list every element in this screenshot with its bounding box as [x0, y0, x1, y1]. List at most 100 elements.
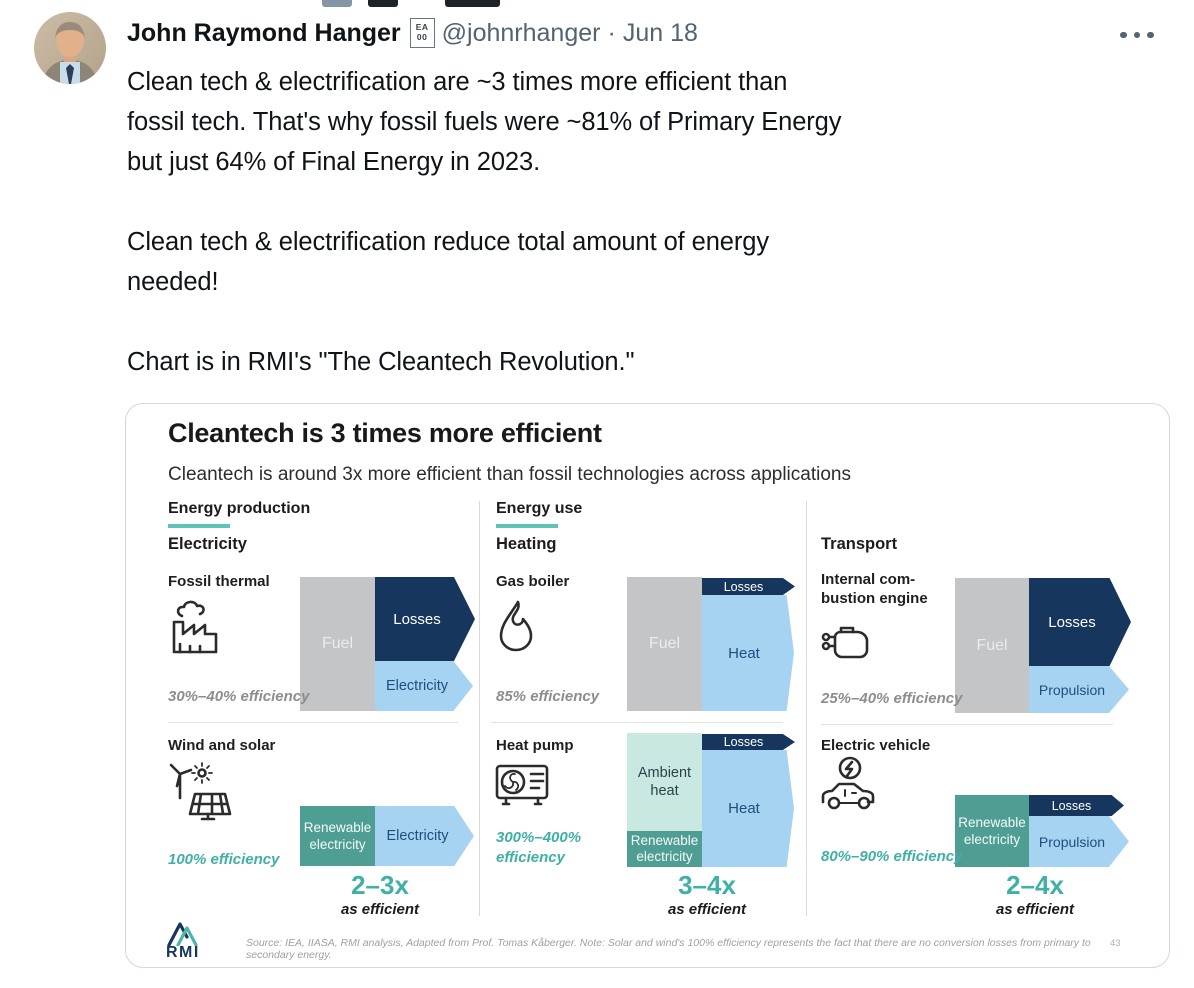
- efficiency-gas-boiler: 85% efficiency: [496, 688, 600, 705]
- tech-name-gas-boiler: Gas boiler: [496, 573, 570, 590]
- flow-label: Renewable electricity: [630, 833, 699, 864]
- tweet-text-line: Clean tech & electrification are ~3 time…: [127, 68, 788, 96]
- flow-block-fuel: Fuel: [955, 578, 1029, 713]
- section-underline: [496, 524, 558, 528]
- tweet-paragraph: Clean tech & electrification are ~3 time…: [127, 62, 1182, 182]
- cropped-content-fragment: [322, 0, 352, 7]
- cropped-content-fragment: [368, 0, 398, 7]
- multiplier-caption: as efficient: [995, 901, 1075, 918]
- flow-label: Fuel: [648, 635, 681, 652]
- section-energy-use: Energy use: [496, 500, 583, 517]
- efficiency-internal-combustion: 25%–40% efficiency: [821, 690, 963, 707]
- flow-label: Renewable electricity: [303, 820, 372, 852]
- chart-subtitle: Cleantech is around 3x more efficient th…: [168, 464, 851, 485]
- tech-name-internal-combustion: Internal com-bustion engine: [821, 571, 928, 607]
- tweet-paragraph: Clean tech & electrification reduce tota…: [127, 222, 1182, 302]
- tweet-text-line: Chart is in RMI's "The Cleantech Revolut…: [127, 348, 635, 376]
- flow-arrow-losses: Losses: [702, 578, 795, 595]
- flow-label: Heat: [728, 644, 760, 662]
- chart-title: Cleantech is 3 times more efficient: [168, 418, 602, 448]
- flow-block-renewable-electricity: Renewable electricity: [955, 795, 1029, 867]
- flow-label: Losses: [1048, 613, 1096, 631]
- badge-bottom-text: 00: [416, 32, 428, 42]
- flow-label: Losses: [393, 610, 441, 628]
- flow-label: Heat: [728, 800, 760, 817]
- flow-block-renewable-electricity: Renewable electricity: [627, 831, 702, 867]
- tweet-text-line: needed!: [127, 268, 219, 296]
- heat-pump-icon: [494, 760, 552, 813]
- efficiency-electric-vehicle: 80%–90% efficiency: [821, 848, 963, 865]
- flow-arrow-losses: Losses: [375, 577, 475, 661]
- slide-page-number: 43: [1110, 938, 1121, 949]
- more-button[interactable]: [1120, 28, 1164, 42]
- flow-arrow-losses: Losses: [702, 734, 795, 750]
- efficiency-wind-solar: 100% efficiency: [168, 851, 280, 868]
- flame-icon: [494, 598, 540, 659]
- tweet-text-line: Clean tech & electrification reduce tota…: [127, 228, 769, 256]
- row-divider: [491, 722, 783, 723]
- flow-label: Losses: [1051, 798, 1092, 813]
- efficiency-heat-pump: 300%–400% efficiency: [496, 828, 616, 868]
- flow-block-fuel: Fuel: [627, 577, 702, 711]
- flow-arrow-losses: Losses: [1029, 578, 1131, 666]
- engine-icon: [819, 622, 873, 667]
- efficiency-line: efficiency: [496, 849, 565, 866]
- section-underline: [168, 524, 230, 528]
- flow-block-renewable-electricity: Renewable electricity: [300, 806, 375, 866]
- flow-label: Propulsion: [1038, 833, 1106, 850]
- tweet-date[interactable]: Jun 18: [622, 18, 698, 47]
- tweet-header: John Raymond Hanger EA 00 @johnrhanger ·…: [127, 18, 1117, 48]
- multiplier-transport: 2–4x: [1006, 870, 1064, 900]
- multiplier-caption: as efficient: [340, 901, 420, 918]
- flow-arrow-heat: Heat: [702, 750, 794, 867]
- flow-label: Renewable electricity: [958, 815, 1026, 847]
- row-divider: [168, 722, 458, 723]
- efficiency-line: 300%–400%: [496, 829, 582, 846]
- unknown-glyph-box-icon: EA 00: [409, 18, 435, 48]
- flow-label: Fuel: [321, 635, 354, 652]
- flow-block-ambient-heat: Ambient heat: [627, 733, 702, 831]
- efficiency-fossil-thermal: 30%–40% efficiency: [168, 688, 310, 705]
- flow-arrow-losses: Losses: [1029, 795, 1124, 816]
- author-name[interactable]: John Raymond Hanger: [127, 18, 401, 47]
- flow-label: Losses: [723, 579, 764, 594]
- tech-name-fossil-thermal: Fossil thermal: [168, 573, 270, 590]
- rmi-mountains-icon: [166, 920, 206, 951]
- tech-name-wind-solar: Wind and solar: [168, 737, 276, 754]
- flow-label: Ambient heat: [637, 765, 692, 799]
- chart-source-note: Source: IEA, IIASA, RMI analysis, Adapte…: [246, 937, 1091, 961]
- tech-name-electric-vehicle: Electric vehicle: [821, 737, 931, 754]
- flow-label: Fuel: [976, 636, 1008, 654]
- column-header-heating: Heating: [496, 535, 557, 553]
- electric-car-icon: [819, 756, 879, 819]
- flow-label: Electricity: [385, 678, 449, 694]
- row-divider: [821, 724, 1113, 725]
- multiplier-electricity: 2–3x: [351, 870, 409, 900]
- column-header-transport: Transport: [821, 535, 898, 553]
- tweet-text-line: but just 64% of Final Energy in 2023.: [127, 148, 541, 176]
- tweet-text-line: fossil tech. That's why fossil fuels wer…: [127, 108, 842, 136]
- badge-top-text: EA: [415, 22, 429, 33]
- flow-arrow-electricity: Electricity: [375, 661, 473, 711]
- column-header-electricity: Electricity: [168, 535, 247, 553]
- flow-block-fuel: Fuel: [300, 577, 375, 711]
- factory-icon: [166, 600, 226, 661]
- flow-arrow-electricity: Electricity: [375, 806, 474, 866]
- dot-separator: ·: [607, 18, 616, 47]
- avatar[interactable]: [34, 12, 106, 84]
- tech-name-heat-pump: Heat pump: [496, 737, 574, 754]
- tweet-text: Clean tech & electrification are ~3 time…: [127, 62, 1182, 422]
- rmi-logo-text: RMI: [166, 944, 200, 961]
- cropped-content-fragment: [445, 0, 500, 7]
- author-handle[interactable]: @johnrhanger: [441, 18, 601, 47]
- wind-turbine-solar-panel-icon: [164, 760, 234, 827]
- chart-image[interactable]: Cleantech is 3 times more efficient Clea…: [125, 403, 1170, 968]
- multiplier-heating: 3–4x: [678, 870, 736, 900]
- multiplier-caption: as efficient: [667, 901, 747, 918]
- tweet-paragraph: Chart is in RMI's "The Cleantech Revolut…: [127, 342, 1182, 382]
- column-divider: [479, 501, 480, 916]
- flow-arrow-propulsion: Propulsion: [1029, 666, 1129, 713]
- section-energy-production: Energy production: [168, 500, 311, 517]
- flow-label: Losses: [723, 735, 764, 749]
